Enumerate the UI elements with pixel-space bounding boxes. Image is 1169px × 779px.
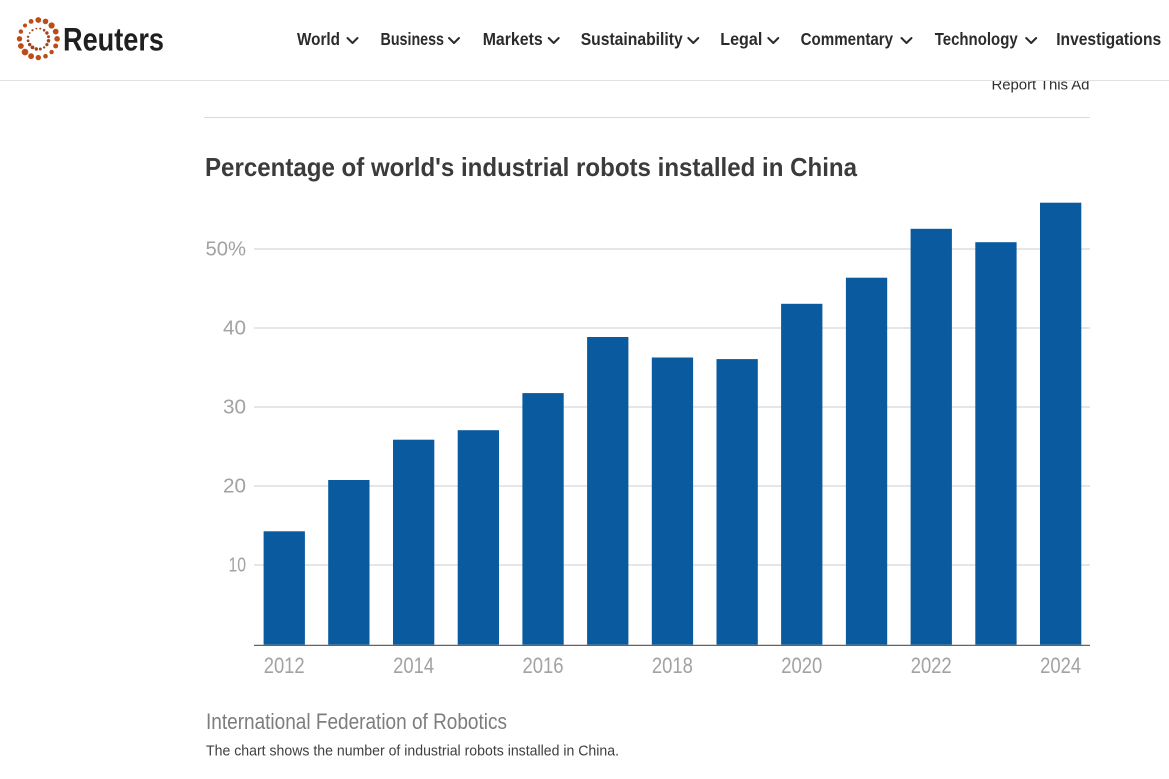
svg-text:Commentary: Commentary [801,29,894,49]
svg-text:The chart shows the number of: The chart shows the number of industrial… [206,743,619,760]
svg-text:20: 20 [223,476,246,498]
svg-text:2022: 2022 [911,653,952,678]
svg-text:2016: 2016 [523,653,564,678]
svg-text:Investigations: Investigations [1056,29,1161,49]
svg-text:Sustainability: Sustainability [581,29,683,49]
svg-text:10: 10 [229,555,247,577]
svg-text:2024: 2024 [1040,653,1081,678]
svg-text:2020: 2020 [781,653,822,678]
svg-text:Legal: Legal [720,29,762,49]
svg-text:2018: 2018 [652,653,693,678]
svg-text:Reuters: Reuters [63,22,164,58]
svg-text:30: 30 [223,397,246,419]
svg-text:International Federation of Ro: International Federation of Robotics [206,709,507,734]
svg-text:Markets: Markets [483,29,543,49]
svg-text:Business: Business [381,29,445,49]
svg-text:2014: 2014 [393,653,434,678]
svg-text:2012: 2012 [264,653,305,678]
svg-text:Technology: Technology [935,29,1018,49]
svg-text:50%: 50% [206,239,247,261]
svg-text:40: 40 [223,318,246,340]
svg-text:Percentage of world's industri: Percentage of world's industrial robots … [205,152,857,182]
svg-text:World: World [297,29,340,49]
